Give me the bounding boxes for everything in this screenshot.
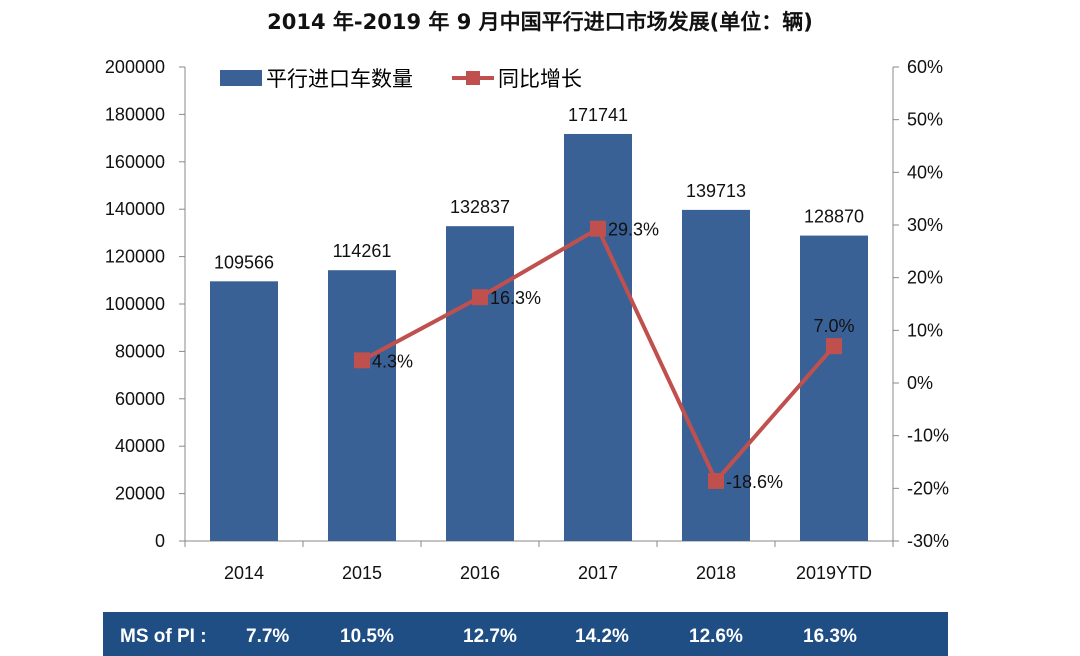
market-share-value: 10.5% [340, 626, 394, 647]
market-share-value: 12.6% [689, 626, 743, 647]
legend-bar-label: 平行进口车数量 [266, 67, 413, 91]
right-tick-label: 40% [907, 162, 943, 182]
growth-marker [826, 338, 842, 355]
bar [328, 270, 396, 541]
growth-data-label: 29.3% [608, 220, 659, 240]
left-tick-label: 200000 [105, 57, 165, 77]
left-tick-label: 80000 [115, 341, 165, 361]
chart: 0 20000 40000 60000 80000 100000 120000 140000 1… [105, 57, 949, 583]
right-tick-label: 30% [907, 215, 943, 235]
market-share-label: MS of PI : [120, 626, 207, 647]
left-tick-label: 100000 [105, 294, 165, 314]
right-tick-label: 50% [907, 110, 943, 130]
x-tick-label: 2017 [578, 563, 618, 583]
left-tick-label: 0 [155, 531, 165, 551]
right-tick-label: 0% [907, 373, 933, 393]
bar-data-label: 114261 [333, 241, 392, 261]
bar-data-label: 139713 [686, 181, 746, 201]
growth-data-label: 4.3% [372, 351, 413, 371]
left-tick-label: 20000 [115, 484, 165, 504]
growth-data-label: 7.0% [813, 316, 854, 336]
market-share-value: 12.7% [463, 626, 517, 647]
bar-data-label: 109566 [214, 252, 274, 272]
x-tick-label: 2018 [696, 563, 736, 583]
left-tick-label: 120000 [105, 247, 165, 267]
legend-bar-swatch [220, 70, 262, 86]
growth-data-label: 16.3% [490, 288, 541, 308]
bar [446, 226, 514, 541]
chart-title: 2014 年-2019 年 9 月中国平行进口市场发展(单位：辆) [267, 10, 813, 34]
x-tick-label: 2016 [460, 563, 500, 583]
left-tick-label: 40000 [115, 436, 165, 456]
bar [210, 281, 278, 541]
legend-line-marker [466, 71, 480, 85]
left-tick-label: 160000 [105, 152, 165, 172]
growth-marker [472, 289, 488, 306]
left-tick-label: 60000 [115, 389, 165, 409]
growth-marker [708, 472, 724, 489]
market-share-value: 7.7% [246, 626, 290, 647]
market-share-value: 16.3% [803, 626, 857, 647]
growth-data-label: -18.6% [726, 472, 783, 492]
right-tick-label: -20% [907, 478, 949, 498]
x-tick-label: 2015 [342, 563, 382, 583]
bar [564, 133, 632, 542]
growth-marker [354, 352, 370, 369]
right-tick-label: 60% [907, 57, 943, 77]
bar-data-label: 128870 [804, 207, 864, 227]
x-tick-label: 2014 [224, 563, 264, 583]
bar-data-label: 171741 [568, 105, 628, 125]
right-tick-label: 20% [907, 268, 943, 288]
market-share-band: MS of PI : 7.7% 10.5% 12.7% 14.2% 12.6% … [103, 612, 948, 656]
x-tick-label: 2019YTD [796, 563, 872, 583]
bar-data-label: 132837 [450, 197, 510, 217]
left-tick-label: 180000 [105, 104, 165, 124]
left-tick-label: 140000 [105, 199, 165, 219]
market-share-value: 14.2% [575, 626, 629, 647]
right-tick-label: -30% [907, 531, 949, 551]
legend-line-label: 同比增长 [498, 67, 582, 91]
right-tick-label: -10% [907, 426, 949, 446]
right-tick-label: 10% [907, 320, 943, 340]
growth-marker [590, 220, 606, 237]
bar [800, 235, 868, 541]
